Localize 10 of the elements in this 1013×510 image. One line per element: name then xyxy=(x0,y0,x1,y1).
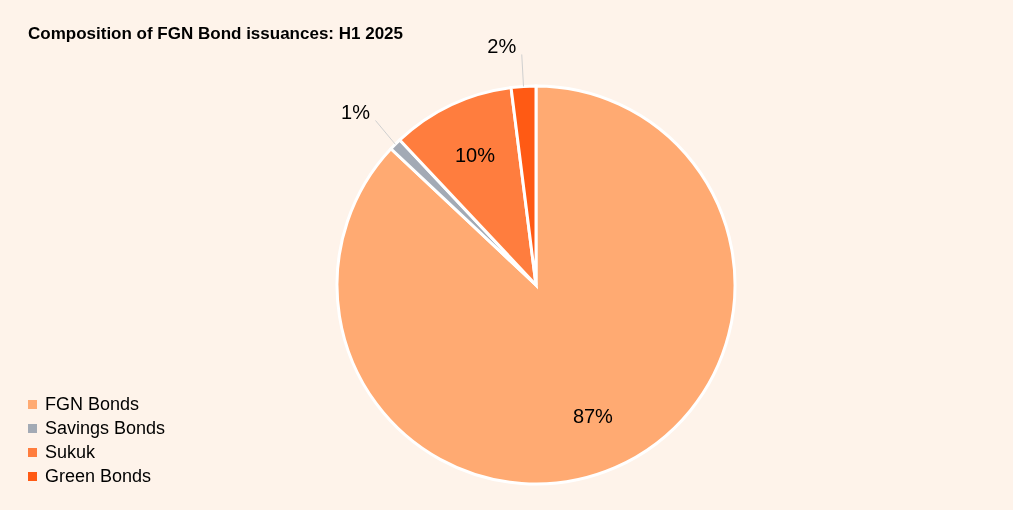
legend-label: Sukuk xyxy=(45,441,96,464)
chart-title: Composition of FGN Bond issuances: H1 2025 xyxy=(28,24,404,44)
data-label: 1% xyxy=(341,101,371,124)
data-label: 2% xyxy=(487,35,517,58)
legend-label: Savings Bonds xyxy=(45,417,166,440)
data-label: 10% xyxy=(454,144,496,167)
pie-slice xyxy=(335,84,737,486)
data-label: 87% xyxy=(572,405,614,428)
legend-label: Green Bonds xyxy=(45,465,152,488)
legend-label: FGN Bonds xyxy=(45,393,140,416)
